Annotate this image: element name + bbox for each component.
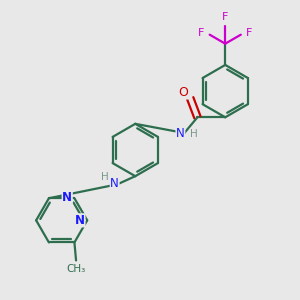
Text: N: N (176, 127, 185, 140)
Text: CH₃: CH₃ (66, 264, 86, 274)
Text: H: H (101, 172, 109, 182)
Text: N: N (75, 214, 85, 227)
Text: F: F (198, 28, 205, 38)
Text: N: N (62, 191, 72, 204)
Text: O: O (178, 86, 188, 99)
Text: N: N (110, 177, 119, 190)
Text: F: F (246, 28, 252, 38)
Text: F: F (222, 11, 228, 22)
Text: H: H (190, 129, 198, 139)
